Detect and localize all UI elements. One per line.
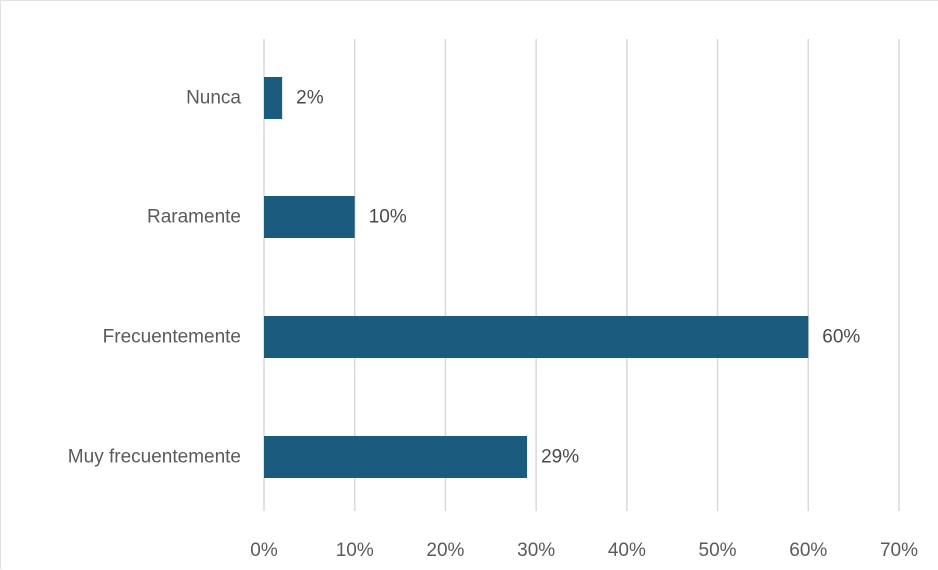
bars <box>264 77 809 478</box>
category-labels: Nunca Raramente Frecuentemente Muy frecuent… <box>68 88 242 468</box>
x-tick-label: 70% <box>880 540 918 561</box>
data-labels: 2% 10% 60% 29% <box>296 88 860 468</box>
x-tick-label: 30% <box>517 540 555 561</box>
data-label: 60% <box>822 327 860 348</box>
x-tick-label: 10% <box>336 540 374 561</box>
x-axis-tick-labels: 0% 10% 20% 30% 40% 50% 60% 70% <box>250 540 918 561</box>
bar <box>264 196 355 238</box>
x-tick-label: 0% <box>250 540 278 561</box>
x-tick-label: 40% <box>608 540 646 561</box>
category-label: Muy frecuentemente <box>68 447 241 468</box>
bar <box>264 77 283 119</box>
category-label: Nunca <box>186 88 241 109</box>
bar <box>264 436 528 478</box>
x-tick-label: 50% <box>699 540 737 561</box>
data-label: 2% <box>296 88 324 109</box>
gridlines <box>263 39 900 511</box>
data-label: 29% <box>541 447 579 468</box>
data-label: 10% <box>369 207 407 228</box>
category-label: Raramente <box>147 207 241 228</box>
x-tick-label: 20% <box>426 540 464 561</box>
category-label: Frecuentemente <box>103 327 241 348</box>
x-tick-label: 60% <box>789 540 827 561</box>
bar <box>264 316 809 358</box>
